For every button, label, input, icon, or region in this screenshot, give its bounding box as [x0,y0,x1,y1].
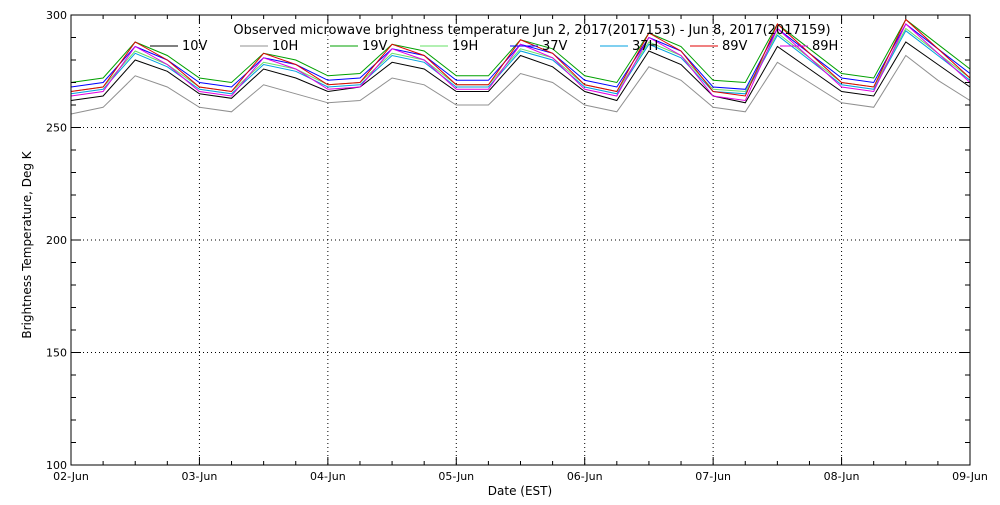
series-line-89v [70,18,971,97]
legend-label-89v: 89V [722,39,748,54]
x-tick-label: 02-Jun [53,470,89,483]
x-axis-label: Date (EST) [488,484,552,498]
y-tick-label: 150 [46,347,67,360]
y-tick-label: 300 [46,9,67,22]
x-tick-label: 08-Jun [824,470,860,483]
x-tick-label: 03-Jun [182,470,218,483]
y-axis-label: Brightness Temperature, Deg K [20,150,34,338]
legend-label-19h: 19H [452,39,478,54]
legend-label-37v: 37V [542,39,568,54]
series-line-10v [70,41,971,104]
legend-label-10h: 10H [272,39,298,54]
legend-label-89h: 89H [812,39,838,54]
x-tick-label: 06-Jun [567,470,603,483]
y-tick-label: 200 [46,234,67,247]
legend-label-19v: 19V [362,39,388,54]
chart-title: Observed microwave brightness temperatur… [233,23,830,38]
series-line-10h [70,54,971,115]
grid-lines [71,15,970,465]
axis-ticks: 02-Jun 03-Jun 04-Jun 05-Jun 06-Jun 07-Jun 08-J… [46,9,988,483]
series-lines [70,18,971,115]
y-tick-label: 100 [46,459,67,472]
series-line-89h [70,23,971,102]
legend-label-10v: 10V [182,39,208,54]
x-tick-label: 09-Jun [952,470,988,483]
x-tick-label: 05-Jun [438,470,474,483]
y-tick-label: 250 [46,122,67,135]
series-line-37h [70,30,971,95]
x-tick-label: 07-Jun [695,470,731,483]
legend-label-37h: 37H [632,39,658,54]
legend: 10V 10H 19V 19H 37V 37H 89V 89H [150,39,838,54]
x-tick-label: 04-Jun [310,470,346,483]
